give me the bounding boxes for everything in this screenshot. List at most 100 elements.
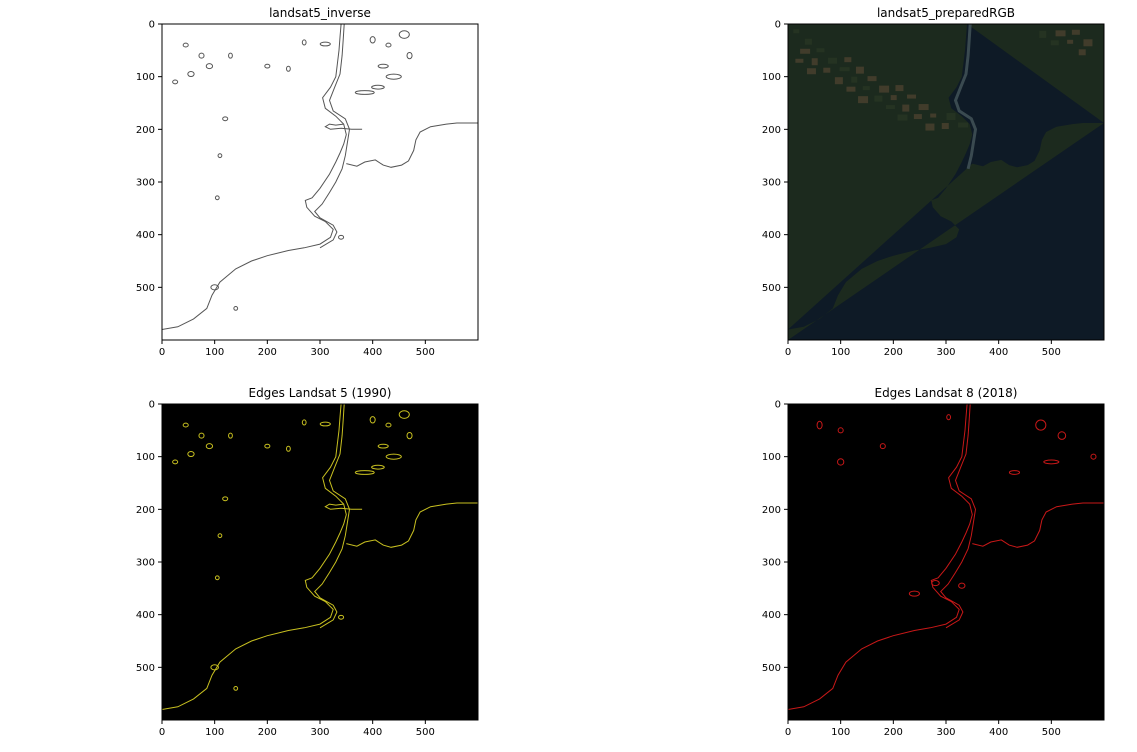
contour-blob [946,414,952,421]
x-tick-label: 100 [205,727,224,738]
contour-blob [369,416,376,424]
contour-blob [172,459,179,465]
x-tick-label: 200 [884,347,903,358]
y-tick-label: 300 [762,558,781,569]
x-tick-label: 100 [831,727,850,738]
contour-blob [377,63,389,69]
land-patch [897,114,908,121]
land-patch [823,67,831,73]
x-tick-label: 100 [831,347,850,358]
land-patch [844,57,852,63]
contour-blob [214,575,220,581]
contour-blob [222,116,229,122]
land-patch [1083,39,1093,47]
y-tick-label: 0 [149,400,155,411]
land-patch [1050,40,1059,46]
land-patch [793,29,800,34]
contour-blob [172,79,179,85]
y-tick-label: 500 [762,663,781,674]
image-area [162,24,478,340]
land-patch [1071,29,1080,35]
contour-blob [371,464,385,470]
land-patch [946,113,956,121]
x-tick-label: 300 [310,347,329,358]
y-tick-label: 200 [136,505,155,516]
contour-blob [958,582,966,589]
contour-blob [187,451,195,458]
land-patch [918,104,929,111]
y-tick-label: 400 [762,230,781,241]
y-tick-label: 100 [136,72,155,83]
land-patch [913,114,922,120]
x-tick-label: 300 [936,347,955,358]
contour-blob [1057,431,1067,440]
estuary-channel [953,24,978,170]
y-tick-label: 100 [762,452,781,463]
image-area [788,404,1104,720]
x-tick-label: 500 [416,347,435,358]
x-tick-label: 300 [936,727,955,738]
contour-blob [338,234,345,240]
contour-blob [837,458,845,466]
land-patch [885,105,895,110]
plot-area: 0 100 200 300 400 500 0 100 200 300 400 500 [136,400,479,738]
land-patch [1078,49,1086,56]
land-patch [846,86,856,92]
x-tick-label: 100 [205,347,224,358]
contour-line [162,24,347,330]
x-tick-label: 200 [884,727,903,738]
land-patch [855,66,864,74]
contour-blob [385,42,392,48]
contour-blob [931,580,940,587]
contour-blob [182,42,189,48]
land-patch [811,58,818,66]
land-patch [828,57,838,64]
contour-blob [198,52,205,59]
contour-blob [205,443,214,450]
land-patch [839,67,850,72]
contour-line [346,122,478,168]
contour-blob [1090,453,1097,460]
contour-blob [398,410,410,419]
x-tick-label: 400 [363,347,382,358]
panel-title: Edges Landsat 5 (1990) [248,386,392,400]
land-patch [862,86,870,91]
contour-lines [162,404,478,710]
contour-line [314,404,351,629]
y-tick-label: 300 [762,178,781,189]
x-tick-label: 0 [159,347,165,358]
land-patch [941,123,949,130]
contour-blob [286,65,291,72]
land-patch [851,76,858,83]
x-tick-label: 500 [416,727,435,738]
contour-blob [398,30,410,39]
contour-blob [1043,459,1060,465]
x-tick-label: 500 [1042,347,1061,358]
contour-blob [301,419,307,426]
panel-edges-landsat8: Edges Landsat 8 (2018) 0 100 200 300 400 500 0… [746,384,1137,744]
contour-blob [816,420,823,430]
x-tick-label: 0 [785,347,791,358]
contour-blob [385,453,402,460]
sea-region [788,24,1104,340]
land-patch [879,85,890,93]
y-tick-label: 200 [762,125,781,136]
contour-blob [354,470,375,475]
contour-blob [369,36,376,44]
y-tick-label: 0 [149,20,155,31]
y-tick-label: 100 [762,72,781,83]
plot-area: 0 100 200 300 400 500 0 100 200 300 400 500 [762,400,1105,738]
contour-blob [1008,470,1021,475]
panel-title: Edges Landsat 8 (2018) [874,386,1018,400]
image-area [162,404,478,720]
x-tick-label: 400 [363,727,382,738]
contour-blob [210,284,219,291]
x-tick-label: 500 [1042,727,1061,738]
y-tick-label: 300 [136,558,155,569]
land-patch [907,94,917,99]
plot-area: 0 100 200 300 400 500 0 100 200 300 400 500 [762,20,1105,358]
contour-blob [286,445,291,452]
contour-blob [228,432,233,439]
panel-title: landsat5_preparedRGB [876,6,1016,20]
contour-line [346,502,478,548]
